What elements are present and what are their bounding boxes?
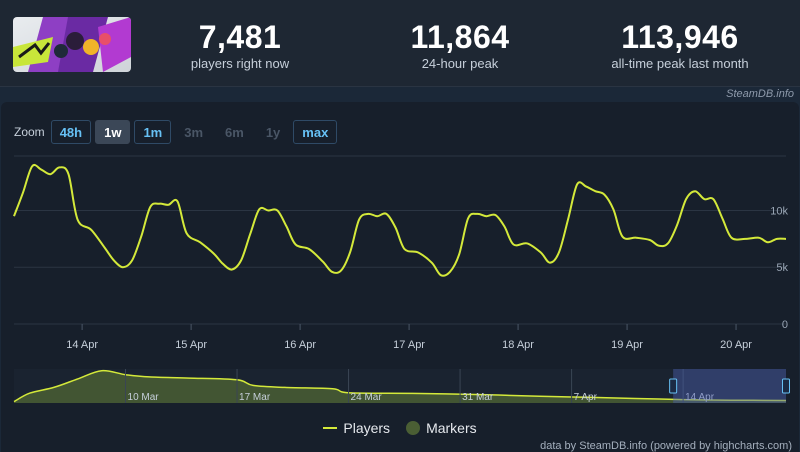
- legend-item-markers[interactable]: Markers: [406, 420, 477, 436]
- navigator-left-handle[interactable]: [669, 378, 678, 394]
- navigator-right-handle[interactable]: [782, 378, 790, 394]
- current-players-label: players right now: [190, 56, 290, 71]
- markers-dot-swatch: [406, 421, 421, 435]
- x-tick-label: 15 Apr: [175, 339, 207, 351]
- x-tick-label: 18 Apr: [502, 339, 534, 351]
- players-series-line[interactable]: [13, 163, 787, 277]
- zoom-1y-button[interactable]: 1y: [257, 120, 289, 144]
- highcharts-credit[interactable]: data by SteamDB.info (powered by highcha…: [540, 440, 792, 452]
- steamdb-watermark: SteamDB.info: [726, 88, 794, 100]
- zoom-6m-button[interactable]: 6m: [216, 120, 253, 144]
- y-tick-label: 5k: [776, 262, 788, 274]
- x-tick-label: 14 Apr: [66, 339, 98, 351]
- navigator-tick-label: 14 Apr: [685, 392, 715, 403]
- game-thumbnail[interactable]: [13, 17, 131, 72]
- legend-item-players[interactable]: Players: [323, 420, 390, 436]
- navigator-tick-label: 24 Mar: [351, 392, 383, 403]
- stat-current-players: 7,481 players right now: [165, 20, 315, 72]
- all-time-peak-label: all-time peak last month: [611, 56, 749, 71]
- zoom-1m-button[interactable]: 1m: [134, 120, 172, 144]
- y-tick-label: 10k: [770, 205, 788, 217]
- all-time-peak-value: 113,946: [621, 19, 739, 55]
- navigator-selection[interactable]: [673, 369, 786, 403]
- current-players-value: 7,481: [198, 19, 282, 55]
- 24h-peak-value: 11,864: [410, 19, 510, 55]
- stats-bar: 7,481 players right now 11,864 24-hour p…: [0, 0, 800, 87]
- zoom-3m-button[interactable]: 3m: [175, 120, 212, 144]
- navigator-chart[interactable]: 10 Mar 17 Mar 24 Mar 31 Mar 7 Apr 14 Apr: [0, 365, 800, 410]
- game-art-image: [13, 17, 131, 72]
- navigator-line: [13, 369, 787, 403]
- legend-players-label: Players: [343, 420, 391, 436]
- legend-markers-label: Markers: [426, 420, 477, 436]
- x-tick-label: 17 Apr: [393, 339, 425, 351]
- x-tick-label: 19 Apr: [611, 339, 643, 351]
- zoom-1w-button[interactable]: 1w: [95, 120, 131, 144]
- x-tick-label: 16 Apr: [284, 339, 316, 351]
- zoom-48h-button[interactable]: 48h: [50, 120, 92, 144]
- navigator-tick-label: 10 Mar: [128, 392, 160, 403]
- players-chart[interactable]: 0 5k 10k 14 Apr 15 Apr 16 Apr 17 Apr 18 Apr 19 A…: [0, 150, 800, 360]
- zoom-max-button[interactable]: max: [293, 120, 338, 144]
- chart-legend: Players Markers: [0, 420, 800, 436]
- navigator-tick-label: 31 Mar: [462, 392, 494, 403]
- players-line-swatch: [323, 427, 338, 429]
- zoom-controls: Zoom 48h 1w 1m 3m 6m 1y max: [14, 119, 341, 145]
- x-tick-label: 20 Apr: [720, 339, 752, 351]
- stat-all-time-peak: 113,946 all-time peak last month: [590, 20, 770, 72]
- navigator-tick-label: 7 Apr: [574, 392, 598, 403]
- stat-24h-peak: 11,864 24-hour peak: [385, 20, 535, 72]
- y-tick-label: 0: [782, 319, 788, 331]
- navigator-tick-label: 17 Mar: [239, 392, 271, 403]
- 24h-peak-label: 24-hour peak: [421, 56, 499, 71]
- zoom-label: Zoom: [14, 125, 45, 139]
